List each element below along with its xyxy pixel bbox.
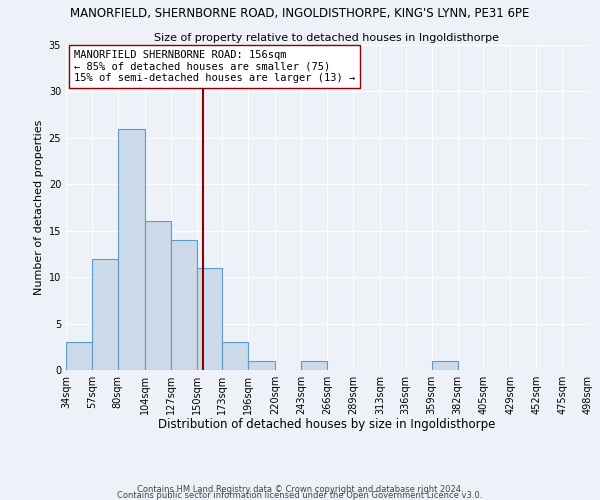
Bar (170, 240, 197, 370)
Y-axis label: Number of detached properties: Number of detached properties (34, 120, 44, 295)
Bar (145, 222, 170, 370)
Text: Contains public sector information licensed under the Open Government Licence v3: Contains public sector information licen… (118, 490, 482, 500)
Bar (431, 360, 458, 370)
Bar (92, 258, 118, 370)
Bar (301, 360, 327, 370)
Bar (223, 342, 248, 370)
Bar (66, 342, 92, 370)
X-axis label: Distribution of detached houses by size in Ingoldisthorpe: Distribution of detached houses by size … (158, 418, 496, 432)
Text: MANORFIELD, SHERNBORNE ROAD, INGOLDISTHORPE, KING'S LYNN, PE31 6PE: MANORFIELD, SHERNBORNE ROAD, INGOLDISTHO… (70, 8, 530, 20)
Text: MANORFIELD SHERNBORNE ROAD: 156sqm
← 85% of detached houses are smaller (75)
15%: MANORFIELD SHERNBORNE ROAD: 156sqm ← 85%… (74, 50, 355, 83)
Bar (197, 268, 223, 370)
Bar (248, 360, 275, 370)
Bar (118, 128, 145, 370)
Title: Size of property relative to detached houses in Ingoldisthorpe: Size of property relative to detached ho… (155, 33, 499, 43)
Text: Contains HM Land Registry data © Crown copyright and database right 2024.: Contains HM Land Registry data © Crown c… (137, 484, 463, 494)
